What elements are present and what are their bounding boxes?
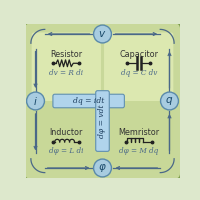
Text: Resistor: Resistor <box>50 50 82 59</box>
FancyBboxPatch shape <box>24 22 181 180</box>
Text: $\mathit{q}$: $\mathit{q}$ <box>165 95 174 107</box>
FancyBboxPatch shape <box>104 32 173 102</box>
Circle shape <box>161 92 178 110</box>
Text: dq = idt: dq = idt <box>73 97 104 105</box>
FancyBboxPatch shape <box>104 101 173 170</box>
Text: dφ = L di: dφ = L di <box>49 147 84 155</box>
Text: $\mathit{φ}$: $\mathit{φ}$ <box>98 162 107 174</box>
FancyBboxPatch shape <box>32 101 101 170</box>
FancyBboxPatch shape <box>53 94 124 108</box>
Text: Capacitor: Capacitor <box>119 50 158 59</box>
Text: $\mathit{v}$: $\mathit{v}$ <box>98 29 107 39</box>
Text: dφ = vdt: dφ = vdt <box>98 104 106 138</box>
Text: Inductor: Inductor <box>50 128 83 137</box>
Text: dq = C dv: dq = C dv <box>121 69 157 77</box>
Text: $\mathit{i}$: $\mathit{i}$ <box>33 95 38 107</box>
Circle shape <box>94 25 111 43</box>
FancyBboxPatch shape <box>32 32 101 102</box>
Text: dv = R di: dv = R di <box>49 69 83 77</box>
Circle shape <box>94 159 111 177</box>
Text: dφ = M dq: dφ = M dq <box>119 147 158 155</box>
Text: Memristor: Memristor <box>118 128 159 137</box>
FancyBboxPatch shape <box>96 91 109 151</box>
Circle shape <box>27 92 44 110</box>
